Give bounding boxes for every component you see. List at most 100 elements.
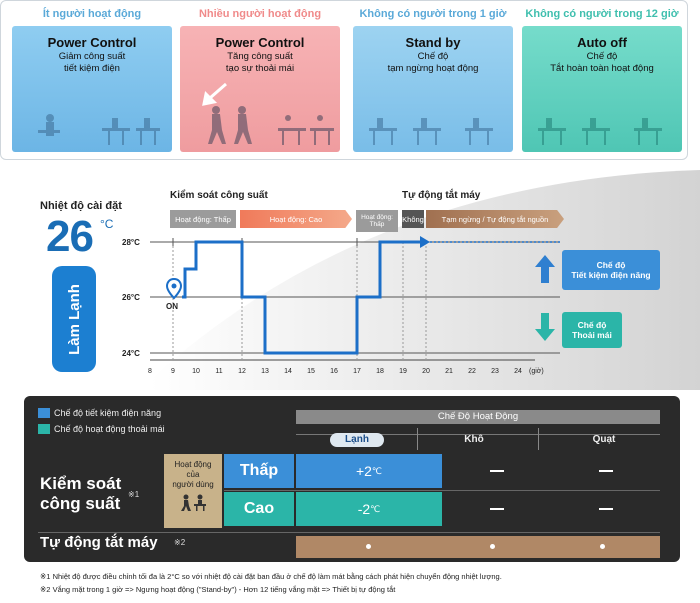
temperature-unit: °C <box>100 217 114 231</box>
row-high-label: Cao <box>224 492 294 526</box>
stage-high: Hoạt động: Cao <box>240 210 352 228</box>
value-text: -2 <box>357 501 371 517</box>
card-line1: Chế độ <box>417 51 449 62</box>
card-header: Nhiều người hoạt động <box>198 8 322 20</box>
setting-temperature: 26 <box>46 212 94 261</box>
card-title: Stand by <box>405 35 461 50</box>
setting-label: Nhiệt độ cài đặt <box>40 200 122 212</box>
y-label-26: 26°C <box>122 293 140 302</box>
dash-icon <box>490 508 504 510</box>
mode-table: Chế độ tiết kiệm điện năng Chế độ hoạt đ… <box>24 396 680 562</box>
x-label: 18 <box>376 368 384 375</box>
x-label: 21 <box>445 368 453 375</box>
row-power-control-label: Kiểm soát công suất <box>40 474 121 514</box>
x-label: 15 <box>307 368 315 375</box>
card-few-people: Ít người hoạt động Power Control Giảm cô… <box>12 8 172 156</box>
activity-line: của <box>186 470 200 479</box>
callout-line: Chế độ <box>596 260 626 270</box>
office-scene-icon <box>538 118 662 145</box>
cool-low-value: +2 ℃ <box>296 454 442 488</box>
footnote-2: ※2 Vắng mặt trong 1 giờ => Ngưng hoạt độ… <box>40 585 395 594</box>
legend-energy: Chế độ tiết kiệm điện năng <box>54 408 162 418</box>
x-label: 19 <box>399 368 407 375</box>
card-auto-off: Không có người trong 12 giờ Auto off Chế… <box>522 8 682 156</box>
dot-icon <box>490 544 495 549</box>
row-auto-off-label: Tự động tắt máy <box>40 534 158 551</box>
legend-swatch <box>38 408 50 418</box>
fan-high-value <box>552 492 660 526</box>
footnote-1: ※1 Nhiệt độ được điều chỉnh tối đa là 2°… <box>40 572 502 581</box>
dash-icon <box>599 470 613 472</box>
x-label: 10 <box>192 368 200 375</box>
footnote-mark: ※1 <box>40 572 51 581</box>
office-scene-icon <box>208 106 334 145</box>
callout-energy-saving: Chế độ Tiết kiệm điện năng <box>562 250 660 290</box>
dot-icon <box>600 544 605 549</box>
card-line2: tạm ngừng hoạt động <box>387 63 479 74</box>
activity-line: người dùng <box>172 480 214 489</box>
unit-text: ℃ <box>371 465 383 476</box>
card-standby: Không có người trong 1 giờ Stand by Chế … <box>353 8 513 156</box>
footnote-text: Nhiệt độ được điều chỉnh tối đa là 2°C s… <box>52 572 502 581</box>
cooling-mode-badge: Làm Lạnh <box>52 266 96 372</box>
card-line1: Chế độ <box>586 51 618 62</box>
stage-low: Hoạt động: Thấp <box>170 210 236 228</box>
auto-off-section-title: Tự động tắt máy <box>402 190 481 201</box>
callout-comfort: Chế độ Thoải mái <box>562 312 622 348</box>
col-cool: Lạnh <box>330 433 384 447</box>
card-title: Power Control <box>215 35 305 50</box>
col-fan: Quạt <box>592 434 616 445</box>
x-label: 9 <box>171 368 175 375</box>
power-control-section-title: Kiểm soát công suất <box>170 190 268 201</box>
location-pin-icon <box>166 278 182 300</box>
footnote-mark: ※2 <box>40 585 51 594</box>
legend-comfort: Chế độ hoạt động thoải mái <box>54 424 165 434</box>
note-mark-1: ※1 <box>128 490 140 499</box>
y-label-28: 28°C <box>122 238 140 247</box>
x-unit: (giờ) <box>529 368 544 375</box>
row-label-line: Kiểm soát <box>40 474 122 493</box>
arrow-down-icon <box>535 313 555 341</box>
activity-line: Hoạt động <box>174 460 212 469</box>
footnote-text: Vắng mặt trong 1 giờ => Ngưng hoạt động … <box>52 585 396 594</box>
x-label: 16 <box>330 368 338 375</box>
office-scene-icon <box>369 118 493 145</box>
x-label: 20 <box>422 368 430 375</box>
temperature-line <box>182 240 426 355</box>
cool-high-value: -2 ℃ <box>296 492 442 526</box>
temperature-graph <box>150 236 560 361</box>
auto-off-row <box>296 536 660 558</box>
row-label-line: công suất <box>40 494 121 513</box>
legend-swatch <box>38 424 50 434</box>
card-header: Không có người trong 1 giờ <box>359 8 507 20</box>
stage-none: Không <box>402 210 424 228</box>
office-scene-icon <box>38 114 160 145</box>
stage-low-2: Hoạt động: Thấp <box>356 210 398 232</box>
card-header: Ít người hoạt động <box>42 8 142 20</box>
dry-low-value <box>444 454 550 488</box>
x-label: 24 <box>514 368 522 375</box>
dry-high-value <box>444 492 550 526</box>
x-label: 22 <box>468 368 476 375</box>
x-label: 11 <box>215 368 223 375</box>
fan-low-value <box>552 454 660 488</box>
card-title: Auto off <box>577 35 627 50</box>
mode-group-header: Chế Độ Hoạt Động <box>296 410 660 424</box>
stage-standby-off: Tạm ngừng / Tự động tắt nguồn <box>426 210 564 228</box>
card-line2: tiết kiệm điện <box>64 63 120 74</box>
x-label: 13 <box>261 368 269 375</box>
card-line2: tạo sự thoải mái <box>225 63 295 74</box>
card-title: Power Control <box>47 35 137 50</box>
x-label: 23 <box>491 368 499 375</box>
dot-icon <box>366 544 371 549</box>
callout-line: Tiết kiệm điện năng <box>571 270 651 280</box>
dash-icon <box>599 508 613 510</box>
unit-text: ℃ <box>370 503 381 514</box>
x-label: 14 <box>284 368 292 375</box>
card-line2: Tắt hoàn toàn hoạt động <box>550 63 654 74</box>
arrow-icon <box>202 82 227 106</box>
callout-line: Chế độ <box>577 320 607 330</box>
card-many-people: Nhiều người hoạt động Power Control Tăng… <box>180 8 340 156</box>
card-line1: Giảm công suất <box>58 51 126 62</box>
x-label: 8 <box>148 368 152 375</box>
